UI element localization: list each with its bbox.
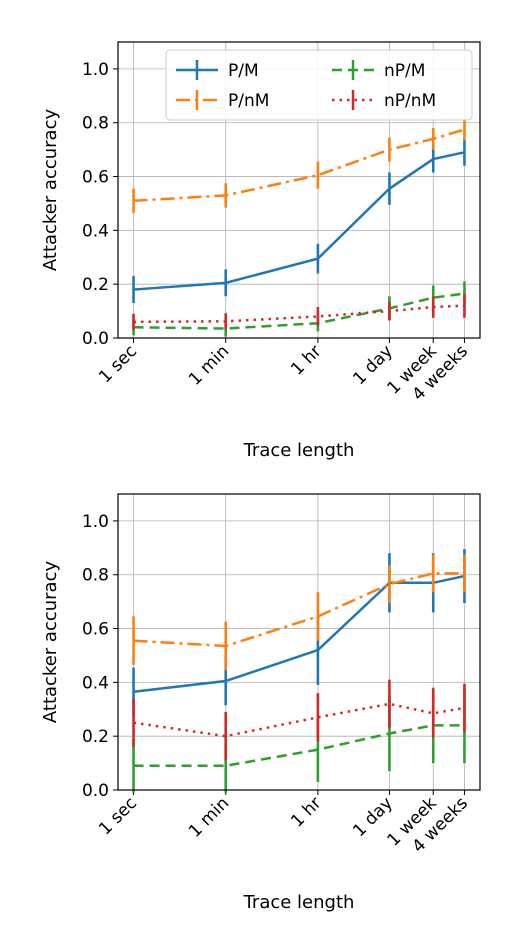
y-tick-label: 1.0 [82,512,109,532]
plot-frame [117,41,481,339]
series-line-np-m [133,724,465,768]
y-tick-label: 0.8 [82,566,109,586]
y-axis-label: Attacker accuracy [40,109,61,272]
series-line-np-nm [133,702,465,738]
legend-box [165,49,473,121]
y-tick-label: 0.2 [82,727,109,747]
legend-label: P/M [228,61,259,81]
y-tick-label: 0.8 [82,114,109,134]
y-tick-label: 0.4 [82,221,109,241]
x-tick-label: 1 min [185,341,233,389]
x-tick-label: 1 hr [287,341,325,379]
x-axis-label: Trace length [243,892,355,913]
x-tick-label: 1 min [185,793,233,841]
y-tick-label: 0.6 [82,168,109,188]
y-tick-label: 1.0 [82,60,109,80]
series-line-p-nm [133,572,465,648]
series-line-p-m [133,574,465,694]
series-line-p-nm [133,128,465,203]
series-line-np-m [133,292,465,330]
series-line-p-m [133,151,465,291]
y-tick-label: 0.2 [82,275,109,295]
legend-label: P/nM [228,91,269,111]
y-tick-label: 0.0 [82,781,109,801]
x-axis-label: Trace length [243,440,355,461]
legend-label: nP/nM [384,91,436,111]
y-tick-label: 0.4 [82,673,109,693]
y-tick-label: 0.0 [82,329,109,349]
plot-frame [117,493,481,791]
series-line-np-nm [133,304,465,324]
y-tick-label: 0.6 [82,620,109,640]
legend-label: nP/M [384,61,425,81]
y-axis-label: Attacker accuracy [40,561,61,724]
x-tick-label: 1 hr [287,793,325,831]
